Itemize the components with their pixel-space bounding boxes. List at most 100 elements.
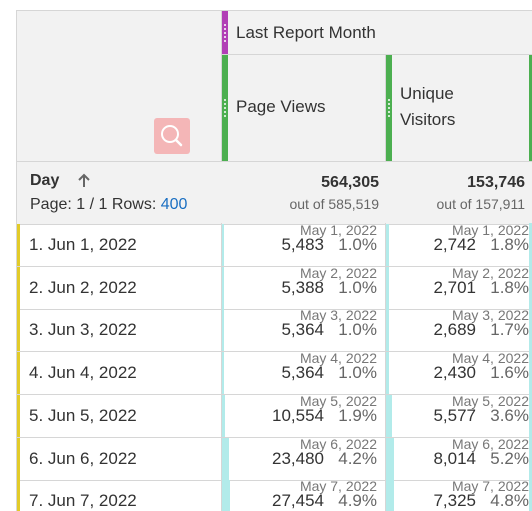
compare-date: May 1, 2022	[451, 222, 529, 238]
compare-date: May 3, 2022	[451, 307, 529, 324]
unique-visitors-cell: May 6, 2022 8,014 5.2%	[386, 437, 529, 480]
page-views-cell: May 2, 2022 5,388 1.0%	[222, 264, 385, 309]
total-page-views: 564,305 out of 585,519	[289, 174, 379, 212]
unique-visitors-cell: May 4, 2022 2,430 1.6%	[386, 350, 529, 395]
unique-visitors-cell: May 1, 2022 2,742 1.8%	[386, 222, 529, 266]
search-button[interactable]	[154, 118, 190, 154]
column-divider	[529, 223, 532, 511]
group-drag-handle[interactable]	[222, 11, 228, 54]
table-row[interactable]: 3. Jun 3, 2022 May 3, 2022 5,364 1.0% May 3,…	[17, 307, 532, 353]
cell-percent: 1.6%	[490, 363, 529, 383]
table-row[interactable]: 6. Jun 6, 2022 May 6, 2022 23,480 4.2% May 6…	[17, 435, 532, 481]
row-marker	[17, 309, 20, 352]
group-header-label: Last Report Month	[236, 23, 376, 42]
cell-percent: 4.8%	[490, 491, 529, 511]
cell-percent: 1.0%	[338, 235, 377, 254]
cell-value: 5,364	[281, 363, 324, 383]
percent-bar	[386, 309, 389, 352]
compare-date: May 7, 2022	[451, 478, 529, 495]
percent-bar	[386, 394, 392, 437]
unique-visitors-cell: May 7, 2022 7,325 4.8%	[386, 478, 529, 511]
percent-bar	[386, 266, 389, 309]
search-icon	[161, 125, 183, 147]
percent-bar	[222, 224, 224, 266]
table-corner	[17, 11, 222, 161]
row-marker	[17, 437, 20, 480]
percent-bar	[222, 437, 229, 480]
compare-date: May 5, 2022	[451, 392, 529, 409]
unique-visitors-cell: May 2, 2022 2,701 1.8%	[386, 264, 529, 309]
report-table: Last Report Month Page Views Unique Visi…	[16, 10, 532, 511]
compare-date: May 5, 2022	[299, 392, 377, 409]
compare-date: May 2, 2022	[299, 264, 377, 281]
column-header-unique-visitors[interactable]: Unique Visitors	[386, 55, 532, 161]
percent-bar	[386, 437, 394, 480]
cell-percent: 1.8%	[490, 235, 529, 254]
compare-date: May 2, 2022	[451, 264, 529, 281]
cell-value: 2,689	[433, 320, 476, 340]
cell-value: 2,701	[433, 277, 476, 297]
table-row[interactable]: 4. Jun 4, 2022 May 4, 2022 5,364 1.0% May 4,…	[17, 350, 532, 396]
column-drag-handle[interactable]	[386, 55, 392, 161]
unique-visitors-cell: May 5, 2022 5,577 3.6%	[386, 392, 529, 437]
cell-value: 2,430	[433, 363, 476, 383]
total-out-of: out of 585,519	[289, 196, 379, 212]
cell-percent: 1.9%	[338, 405, 377, 425]
page-views-cell: May 4, 2022 5,364 1.0%	[222, 350, 385, 395]
cell-value: 23,480	[272, 448, 324, 468]
page-views-cell: May 5, 2022 10,554 1.9%	[222, 392, 385, 437]
row-marker	[17, 266, 20, 309]
percent-bar	[386, 224, 389, 266]
total-unique-visitors: 153,746 out of 157,911	[437, 174, 525, 212]
row-marker	[17, 352, 20, 395]
total-value: 153,746	[467, 174, 525, 191]
percent-bar	[386, 352, 389, 395]
rows-per-page-link[interactable]: 400	[160, 196, 188, 213]
column-header-page-views[interactable]: Page Views	[222, 55, 386, 161]
pager: Page: 1 / 1 Rows: 400	[30, 196, 187, 214]
percent-bar	[386, 480, 394, 511]
column-drag-handle[interactable]	[529, 55, 532, 161]
page-views-cell: May 6, 2022 23,480 4.2%	[222, 435, 385, 480]
arrow-up-icon[interactable]	[77, 173, 91, 189]
totals-row: Day Page: 1 / 1 Rows: 400 564,305 out of…	[17, 161, 532, 225]
page-views-cell: May 1, 2022 5,483 1.0%	[222, 223, 385, 266]
column-divider	[385, 223, 386, 511]
row-marker	[17, 480, 20, 511]
column-group-header[interactable]: Last Report Month	[222, 11, 532, 55]
cell-percent: 4.2%	[338, 448, 377, 468]
compare-date: May 4, 2022	[299, 350, 377, 367]
cell-percent: 1.0%	[338, 277, 377, 297]
compare-date: May 6, 2022	[299, 435, 377, 452]
column-divider	[221, 223, 222, 511]
cell-percent: 1.0%	[338, 363, 377, 383]
cell-value: 5,577	[433, 405, 476, 425]
cell-percent: 5.2%	[490, 448, 529, 468]
compare-date: May 3, 2022	[299, 307, 377, 324]
dimension-title[interactable]: Day	[30, 172, 60, 189]
row-day-label: 1. Jun 1, 2022	[29, 235, 137, 254]
compare-date: May 4, 2022	[451, 350, 529, 367]
table-row[interactable]: 7. Jun 7, 2022 May 7, 2022 27,454 4.9% May 7…	[17, 478, 532, 511]
cell-value: 27,454	[272, 491, 324, 511]
column-header-label: Visitors	[400, 110, 456, 129]
row-day-label: 3. Jun 3, 2022	[29, 320, 137, 340]
column-header-label: Page Views	[236, 97, 326, 116]
column-header-label: Unique	[400, 84, 454, 103]
table-row[interactable]: 1. Jun 1, 2022 May 1, 2022 5,483 1.0% May 1,…	[17, 222, 532, 267]
percent-bar	[222, 266, 224, 309]
cell-percent: 1.8%	[490, 277, 529, 297]
column-drag-handle[interactable]	[222, 55, 228, 161]
table-row[interactable]: 2. Jun 2, 2022 May 2, 2022 5,388 1.0% May 2,…	[17, 264, 532, 310]
percent-bar	[222, 309, 224, 352]
cell-value: 8,014	[433, 448, 476, 468]
cell-percent: 1.0%	[338, 320, 377, 340]
pager-text: Page: 1 / 1 Rows:	[30, 196, 157, 213]
row-day-label: 5. Jun 5, 2022	[29, 405, 137, 425]
table-row[interactable]: 5. Jun 5, 2022 May 5, 2022 10,554 1.9% May 5…	[17, 392, 532, 438]
cell-value: 2,742	[433, 235, 476, 254]
page-views-cell: May 7, 2022 27,454 4.9%	[222, 479, 385, 511]
percent-bar	[222, 480, 230, 511]
percent-bar	[222, 394, 225, 437]
cell-percent: 1.7%	[490, 320, 529, 340]
